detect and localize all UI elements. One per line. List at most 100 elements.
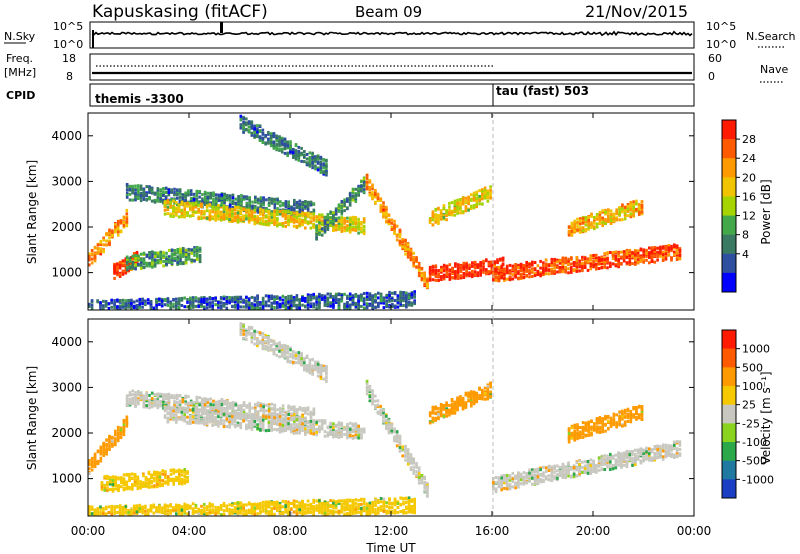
- scatter-cell: [312, 302, 315, 306]
- scatter-cell: [645, 254, 648, 258]
- scatter-cell: [119, 431, 123, 435]
- scatter-cell: [316, 160, 320, 164]
- scatter-cell: [550, 257, 554, 261]
- scatter-cell: [102, 299, 105, 303]
- scatter-cell: [459, 276, 463, 280]
- scatter-cell: [168, 255, 171, 259]
- scatter-cell: [248, 199, 251, 202]
- scatter-cell: [242, 216, 245, 220]
- scatter-cell: [385, 304, 388, 308]
- scatter-cell: [189, 300, 192, 304]
- scatter-cell: [233, 298, 237, 302]
- scatter-cell: [496, 258, 499, 262]
- scatter-cell: [673, 245, 676, 249]
- scatter-cell: [332, 214, 335, 218]
- scatter-cell: [368, 193, 372, 197]
- scatter-cell: [250, 305, 254, 308]
- scatter-cell: [426, 278, 429, 282]
- scatter-cell: [332, 215, 335, 219]
- scatter-cell: [211, 210, 214, 214]
- scatter-cell: [247, 121, 251, 125]
- scatter-cell: [156, 187, 160, 191]
- scatter-cell: [116, 223, 120, 227]
- scatter-cell: [387, 220, 391, 223]
- scatter-cell: [198, 195, 201, 199]
- scatter-cell: [511, 264, 515, 268]
- scatter-cell: [145, 254, 149, 258]
- scatter-cell: [634, 253, 637, 257]
- scatter-cell: [439, 217, 443, 221]
- scatter-cell: [203, 216, 206, 220]
- scatter-cell: [306, 298, 310, 302]
- scatter-cell: [167, 193, 171, 197]
- scatter-cell: [636, 260, 640, 264]
- scatter-cell: [379, 296, 383, 300]
- scatter-cell: [90, 465, 94, 468]
- scatter-cell: [294, 157, 298, 161]
- scatter-cell: [239, 211, 243, 215]
- scatter-cell: [293, 207, 296, 211]
- scatter-cell: [346, 306, 349, 310]
- scatter-cell: [173, 190, 176, 194]
- scatter-cell: [595, 215, 599, 219]
- scatter-cell: [351, 228, 355, 232]
- scatter-cell: [180, 297, 184, 301]
- scatter-cell: [325, 164, 328, 168]
- scatter-cell: [134, 192, 137, 195]
- scatter-cell: [93, 252, 97, 256]
- scatter-cell: [393, 230, 396, 233]
- scatter-cell: [393, 226, 396, 230]
- scatter-cell: [294, 151, 298, 155]
- scatter-cell: [242, 214, 245, 218]
- scatter-cell: [225, 298, 229, 302]
- scatter-cell: [139, 263, 143, 267]
- scatter-cell: [231, 208, 234, 211]
- scatter-cell: [135, 253, 139, 257]
- scatter-cell: [500, 275, 503, 279]
- scatter-cell: [314, 167, 317, 171]
- scatter-cell: [281, 298, 285, 302]
- scatter-cell: [276, 295, 279, 299]
- scatter-cell: [201, 199, 204, 203]
- scatter-cell: [357, 306, 360, 310]
- scatter-cell: [191, 208, 195, 212]
- scatter-cell: [570, 221, 574, 225]
- scatter-cell: [290, 208, 293, 212]
- scatter-cell: [628, 260, 632, 264]
- scatter-cell: [531, 274, 534, 278]
- scatter-cell: [267, 197, 271, 201]
- scatter-cell: [236, 215, 240, 219]
- scatter-cell: [222, 297, 226, 301]
- scatter-cell: [604, 210, 607, 214]
- freq-panel-frame: [89, 53, 695, 81]
- scatter-cell: [193, 253, 196, 257]
- power-panel-data: [88, 114, 682, 310]
- scatter-cell: [286, 146, 289, 150]
- scatter-cell: [208, 203, 212, 207]
- noise-traces: [91, 22, 693, 48]
- scatter-cell: [332, 297, 335, 301]
- scatter-cell: [522, 266, 526, 270]
- scatter-cell: [303, 160, 306, 164]
- scatter-cell: [259, 212, 262, 216]
- scatter-cell: [406, 243, 410, 247]
- scatter-cell: [119, 428, 123, 432]
- scatter-cell: [306, 200, 310, 204]
- scatter-cell: [286, 154, 289, 157]
- scatter-cell: [528, 262, 531, 266]
- scatter-cell: [437, 269, 440, 272]
- scatter-cell: [461, 202, 465, 206]
- scatter-cell: [196, 257, 199, 261]
- scatter-cell: [550, 262, 554, 266]
- scatter-cell: [472, 204, 476, 207]
- scatter-cell: [177, 206, 181, 210]
- scatter-cell: [137, 188, 140, 192]
- scatter-cell: [267, 215, 271, 219]
- scatter-cell: [348, 297, 352, 301]
- scatter-cell: [459, 267, 463, 271]
- cpid-label: CPID: [6, 89, 35, 102]
- scatter-cell: [561, 267, 565, 271]
- scatter-cell: [278, 143, 281, 147]
- scatter-cell: [300, 151, 303, 155]
- scatter-cell: [145, 264, 149, 268]
